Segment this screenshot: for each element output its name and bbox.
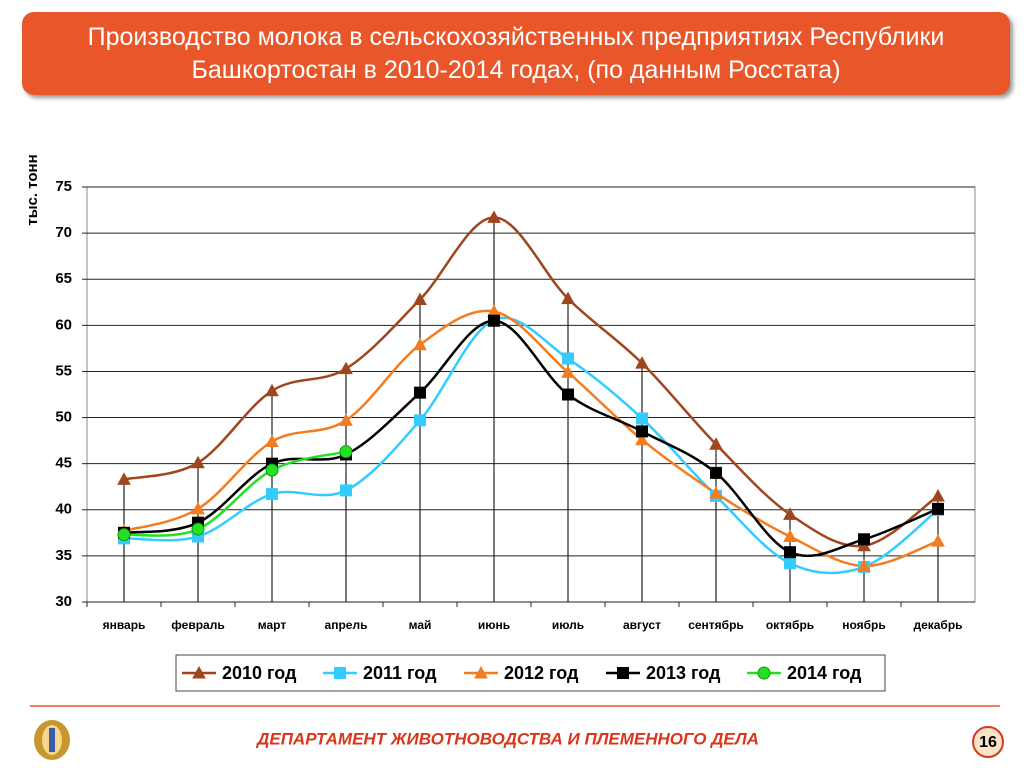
point bbox=[117, 472, 131, 485]
point bbox=[414, 386, 426, 399]
y-tick-label: 75 bbox=[55, 178, 72, 195]
point bbox=[562, 352, 574, 365]
point bbox=[931, 488, 945, 502]
point bbox=[339, 413, 353, 426]
point bbox=[783, 507, 797, 520]
point bbox=[339, 445, 353, 459]
point bbox=[857, 558, 871, 572]
y-tick-label: 70 bbox=[55, 224, 72, 241]
point bbox=[783, 529, 797, 543]
logo bbox=[34, 720, 70, 760]
legend-marker bbox=[617, 667, 629, 679]
point bbox=[784, 546, 796, 559]
footer-text: ДЕПАРТАМЕНТ ЖИВОТНОВОДСТВА И ПЛЕМЕННОГО … bbox=[255, 729, 759, 748]
legend-marker bbox=[192, 665, 206, 679]
legend-marker bbox=[757, 666, 771, 680]
y-tick-label: 60 bbox=[55, 316, 72, 333]
page-badge bbox=[972, 726, 1004, 758]
y-tick-label: 40 bbox=[55, 501, 72, 518]
point bbox=[635, 432, 649, 446]
x-tick-label: ноябрь bbox=[842, 618, 886, 632]
point bbox=[413, 337, 427, 351]
legend-marker bbox=[474, 665, 488, 679]
point bbox=[561, 365, 575, 378]
point bbox=[488, 314, 500, 327]
point bbox=[340, 484, 352, 497]
point bbox=[932, 502, 944, 515]
plot-area bbox=[86, 186, 976, 603]
point bbox=[562, 388, 574, 401]
legend-label: 2013 год bbox=[646, 663, 721, 683]
point bbox=[265, 463, 279, 477]
x-tick-label: сентябрь bbox=[688, 618, 744, 632]
legend-label: 2011 год bbox=[363, 663, 437, 683]
x-tick-label: февраль bbox=[171, 618, 224, 632]
point bbox=[191, 501, 205, 515]
point bbox=[784, 557, 796, 570]
page-number: 16 bbox=[979, 734, 997, 751]
point bbox=[710, 466, 722, 479]
x-tick-label: июль bbox=[552, 618, 584, 632]
y-tick-label: 65 bbox=[55, 270, 72, 287]
x-tick-label: май bbox=[409, 618, 432, 632]
y-tick-label: 50 bbox=[55, 409, 72, 426]
point bbox=[191, 522, 205, 536]
legend-label: 2010 год bbox=[222, 663, 297, 683]
y-tick-label: 30 bbox=[55, 593, 72, 610]
x-tick-label: август bbox=[623, 618, 661, 632]
point bbox=[636, 412, 648, 425]
point bbox=[709, 486, 723, 499]
point bbox=[414, 414, 426, 427]
y-tick-label: 45 bbox=[55, 455, 72, 472]
legend-marker bbox=[334, 667, 346, 679]
x-tick-label: декабрь bbox=[913, 618, 962, 632]
y-tick-label: 55 bbox=[55, 362, 72, 379]
legend-label: 2012 год bbox=[504, 663, 579, 683]
point bbox=[339, 361, 353, 375]
point bbox=[265, 434, 279, 448]
point bbox=[561, 291, 575, 305]
y-axis-label: тыс. тонн bbox=[24, 154, 41, 225]
legend-label: 2014 год bbox=[787, 663, 862, 683]
point bbox=[858, 533, 870, 546]
point bbox=[266, 488, 278, 501]
y-tick-label: 35 bbox=[55, 547, 72, 564]
point bbox=[635, 356, 649, 369]
x-tick-label: июнь bbox=[478, 618, 510, 632]
point bbox=[413, 292, 427, 306]
point bbox=[117, 528, 131, 542]
point bbox=[931, 534, 945, 547]
slide-title: Производство молока в сельскохозяйственн… bbox=[22, 12, 1010, 95]
point bbox=[487, 210, 501, 223]
point bbox=[191, 455, 205, 469]
x-tick-label: октябрь bbox=[766, 618, 814, 632]
x-tick-label: апрель bbox=[325, 618, 368, 632]
point bbox=[636, 425, 648, 438]
x-tick-label: январь bbox=[103, 618, 146, 632]
point bbox=[709, 437, 723, 450]
x-tick-label: март bbox=[258, 618, 287, 632]
series-line bbox=[123, 450, 347, 537]
point bbox=[265, 383, 279, 397]
